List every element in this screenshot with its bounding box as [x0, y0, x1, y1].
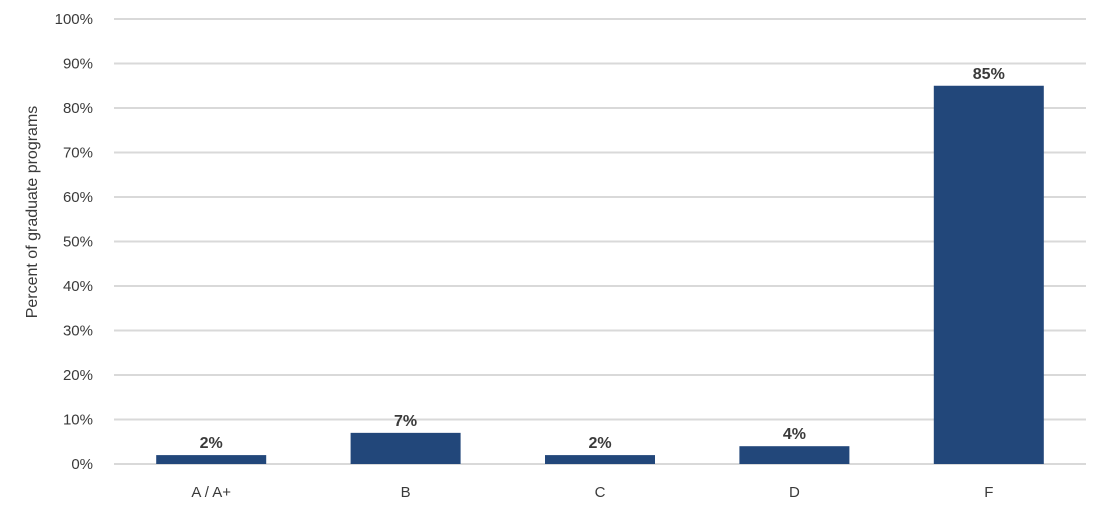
- bar: [739, 446, 850, 464]
- bar: [545, 455, 655, 464]
- data-label: 2%: [588, 435, 611, 452]
- y-tick-label: 10%: [63, 412, 93, 429]
- bars: [156, 85, 1044, 464]
- x-tick-label: A / A+: [191, 484, 231, 501]
- bar: [933, 85, 1044, 464]
- y-tick-label: 50%: [63, 234, 93, 251]
- data-label: 2%: [200, 435, 223, 452]
- y-tick-label: 70%: [63, 145, 93, 162]
- y-tick-label: 30%: [63, 323, 93, 340]
- data-label: 7%: [394, 413, 417, 430]
- y-tick-label: 60%: [63, 189, 93, 206]
- bar: [156, 455, 267, 464]
- y-axis-title: Percent of graduate programs: [24, 106, 41, 319]
- x-tick-label: C: [595, 484, 606, 501]
- y-tick-label: 90%: [63, 56, 93, 73]
- data-label: 85%: [973, 66, 1005, 83]
- gridlines: [114, 18, 1086, 465]
- x-tick-label: F: [984, 484, 993, 501]
- data-label: 4%: [783, 426, 806, 443]
- bar: [350, 432, 461, 464]
- y-tick-label: 0%: [71, 456, 93, 473]
- y-tick-label: 20%: [63, 367, 93, 384]
- data-labels: 2% 7% 2% 4% 85%: [200, 66, 1005, 452]
- x-tick-label: B: [401, 484, 411, 501]
- y-axis-ticks: 0% 10% 20% 30% 40% 50% 60% 70% 80% 90% 100%: [55, 11, 93, 473]
- x-tick-label: D: [789, 484, 800, 501]
- y-tick-label: 80%: [63, 100, 93, 117]
- x-axis-ticks: A / A+ B C D F: [191, 484, 993, 501]
- y-tick-label: 100%: [55, 11, 93, 28]
- y-tick-label: 40%: [63, 278, 93, 295]
